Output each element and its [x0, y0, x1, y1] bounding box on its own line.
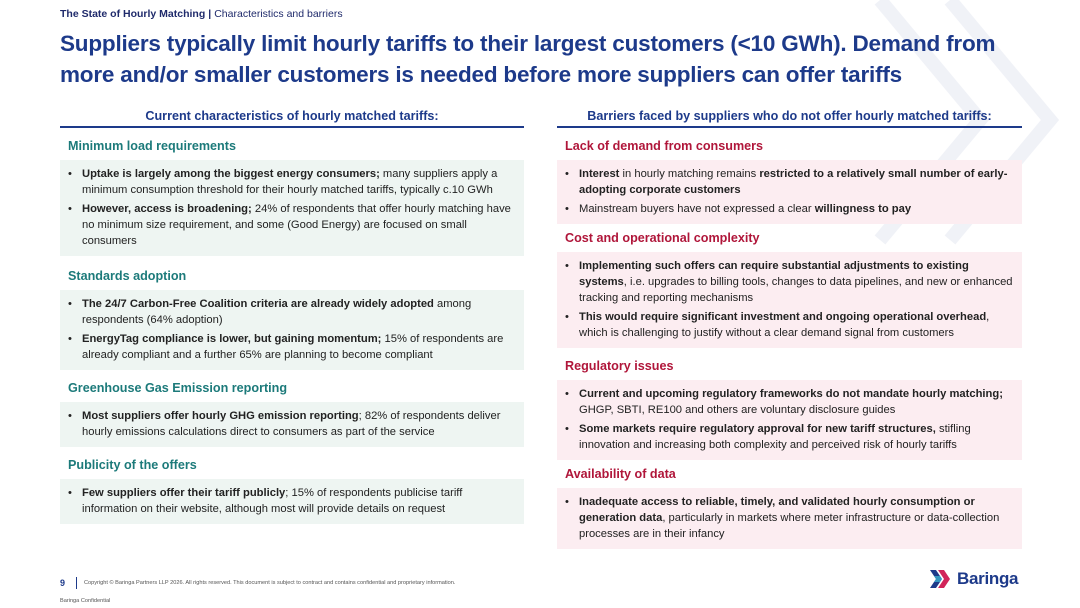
bullet-bold-text: The 24/7 Carbon-Free Coalition criteria … [82, 298, 434, 310]
right-column: Barriers faced by suppliers who do not o… [557, 106, 1022, 549]
bullet-item: Uptake is largely among the biggest ener… [68, 166, 518, 198]
kicker-subtitle: Characteristics and barriers [214, 8, 343, 20]
bullet-text: stifling innovation and increasing both … [579, 423, 971, 451]
bullet-item: However, access is broadening; 24% of re… [68, 201, 518, 249]
right-section-title: Lack of demand from consumers [565, 139, 764, 153]
right-section-box: Implementing such offers can require sub… [557, 252, 1022, 348]
right-section-title: Availability of data [565, 467, 676, 481]
left-section-title: Minimum load requirements [68, 139, 236, 153]
bullet-item: The 24/7 Carbon-Free Coalition criteria … [68, 296, 518, 328]
bullet-text: 15% of respondents are already compliant… [82, 333, 504, 361]
baringa-logo: Baringa [928, 566, 1028, 592]
bullet-bold-text: Implementing such offers can require sub… [579, 260, 969, 288]
bullet-bold-text: This would require significant investmen… [579, 311, 987, 323]
left-section-box: Uptake is largely among the biggest ener… [60, 160, 524, 256]
right-section-box: Interest in hourly matching remains rest… [557, 160, 1022, 224]
right-sections: Lack of demand from consumers Interest in… [557, 136, 1022, 549]
left-sections: Minimum load requirements Uptake is large… [60, 136, 524, 524]
bullet-bold-text: restricted to a relatively small number … [579, 168, 1008, 196]
left-section-box: Most suppliers offer hourly GHG emission… [60, 402, 524, 447]
bullet-bold-text: Inadequate access to reliable, timely, a… [579, 496, 975, 524]
bullet-bold-text: Some markets require regulatory approval… [579, 423, 936, 435]
bullet-text: , i.e. upgrades to billing tools, change… [579, 276, 1013, 304]
footer-divider [76, 577, 77, 589]
bullet-text: in hourly matching remains [619, 168, 760, 180]
right-section-box: Inadequate access to reliable, timely, a… [557, 488, 1022, 549]
right-section-title: Cost and operational complexity [565, 231, 760, 245]
bullet-bold-text: Most suppliers offer hourly GHG emission… [82, 410, 359, 422]
baringa-logo-icon [930, 570, 950, 588]
kicker-bold: The State of Hourly Matching [60, 8, 206, 20]
left-section-box: Few suppliers offer their tariff publicl… [60, 479, 524, 524]
bullet-bold-text: EnergyTag compliance is lower, but gaini… [82, 333, 382, 345]
left-column-heading: Current characteristics of hourly matche… [60, 106, 524, 128]
bullet-text: Mainstream buyers have not expressed a c… [579, 203, 815, 215]
right-column-heading: Barriers faced by suppliers who do not o… [557, 106, 1022, 128]
bullet-item: Inadequate access to reliable, timely, a… [565, 494, 1016, 542]
confidential-label: Baringa Confidential [60, 598, 111, 604]
bullet-bold-text: Current and upcoming regulatory framewor… [579, 388, 1003, 400]
bullet-bold-text: willingness to pay [814, 203, 912, 215]
bullet-item: Current and upcoming regulatory framewor… [565, 386, 1016, 418]
right-section-box: Current and upcoming regulatory framewor… [557, 380, 1022, 460]
bullet-item: This would require significant investmen… [565, 309, 1016, 341]
bullet-item: Mainstream buyers have not expressed a c… [565, 201, 1016, 217]
bullet-text: , which is challenging to justify withou… [579, 311, 990, 339]
bullet-bold-text: Few suppliers offer their tariff publicl… [82, 487, 286, 499]
left-section-title: Greenhouse Gas Emission reporting [68, 381, 288, 395]
copyright-notice: Copyright © Baringa Partners LLP 2026. A… [84, 580, 456, 586]
bullet-bold-text: Uptake is largely among the biggest ener… [82, 168, 380, 180]
bullet-text: 24% of respondents that offer hourly mat… [82, 203, 511, 247]
bullet-text: , particularly in markets where meter in… [579, 512, 1000, 540]
bullet-bold-text: Interest [579, 168, 620, 180]
left-section-box: The 24/7 Carbon-Free Coalition criteria … [60, 290, 524, 370]
bullet-text: many suppliers apply a minimum consumpti… [82, 168, 498, 196]
bullet-item: Few suppliers offer their tariff publicl… [68, 485, 518, 517]
right-section-title: Regulatory issues [565, 359, 674, 373]
page-number: 9 [60, 578, 66, 588]
bullet-text: ; 82% of respondents deliver hourly emis… [82, 410, 501, 438]
bullet-item: EnergyTag compliance is lower, but gaini… [68, 331, 518, 363]
left-section-title: Publicity of the offers [68, 458, 197, 472]
bullet-item: Most suppliers offer hourly GHG emission… [68, 408, 518, 440]
kicker-separator: | [208, 8, 212, 20]
bullet-text: among respondents (64% adoption) [82, 298, 472, 326]
bullet-item: Interest in hourly matching remains rest… [565, 166, 1016, 198]
bullet-item: Some markets require regulatory approval… [565, 421, 1016, 453]
bullet-text: ; 15% of respondents publicise tariff in… [82, 487, 463, 515]
left-section-title: Standards adoption [68, 269, 187, 283]
left-column: Current characteristics of hourly matche… [60, 106, 524, 524]
bullet-text: GHGP, SBTI, RE100 and others are volunta… [579, 404, 896, 416]
bullet-item: Implementing such offers can require sub… [565, 258, 1016, 306]
slide-kicker: The State of Hourly Matching | Characteris… [60, 8, 343, 20]
baringa-logo-text: Baringa [957, 569, 1019, 588]
slide-title: Suppliers typically limit hourly tariffs… [60, 31, 996, 87]
bullet-bold-text: However, access is broadening; [82, 203, 252, 215]
